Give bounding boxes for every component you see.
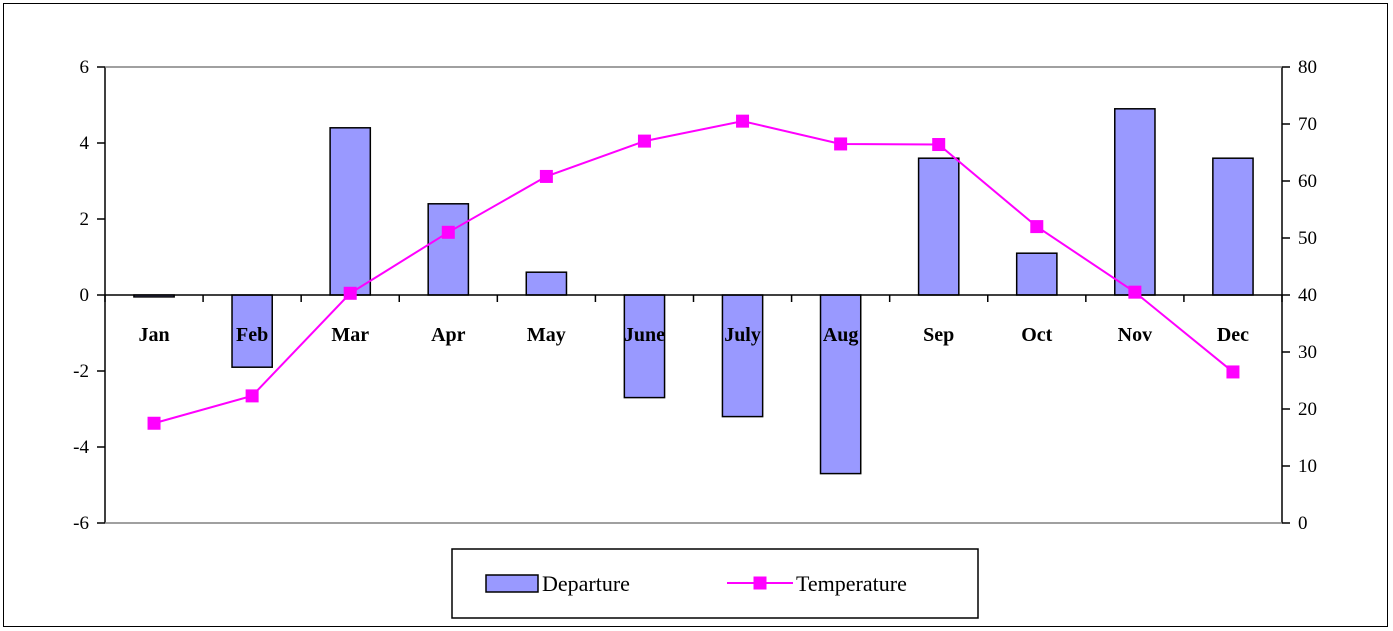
temperature-marker <box>1128 285 1142 299</box>
legend-swatch-temperature-marker <box>753 576 767 590</box>
x-category-label: Mar <box>331 324 369 346</box>
bar-departure <box>427 203 470 296</box>
temperature-marker <box>932 138 946 152</box>
temperature-marker <box>343 286 357 300</box>
x-category-label: Apr <box>431 324 466 346</box>
x-category-label: Aug <box>823 324 859 346</box>
y-left-tick-label: -4 <box>73 437 89 458</box>
temperature-marker <box>147 416 161 430</box>
y-right-tick-label: 20 <box>1298 399 1317 420</box>
bar-departure <box>525 271 568 296</box>
temperature-marker <box>539 169 553 183</box>
y-right-tick-label: 0 <box>1298 513 1308 534</box>
bar-departure <box>1212 157 1254 296</box>
x-category-label: Nov <box>1118 324 1152 346</box>
y-left-tick-label: 6 <box>80 57 90 78</box>
legend-box <box>451 548 979 619</box>
temperature-marker <box>1030 220 1044 234</box>
y-left-tick-label: 2 <box>80 209 90 230</box>
bar-departure <box>231 294 273 368</box>
y-right-tick-label: 50 <box>1298 228 1317 249</box>
x-category-label: Oct <box>1021 324 1052 346</box>
bar-departure <box>819 294 862 475</box>
y-right-tick-label: 60 <box>1298 171 1317 192</box>
temperature-marker <box>1226 365 1240 379</box>
bar-departure <box>917 157 960 296</box>
bar-departure <box>1015 252 1058 296</box>
x-category-label: Feb <box>236 324 268 346</box>
legend: Departure Temperature <box>451 548 979 619</box>
legend-swatch-departure <box>485 574 539 593</box>
y-right-tick-label: 10 <box>1298 456 1317 477</box>
bar-departure <box>623 294 666 399</box>
bar-departure <box>721 294 764 418</box>
temperature-marker <box>245 389 259 403</box>
x-category-label: Sep <box>923 324 954 346</box>
y-right-tick-label: 80 <box>1298 57 1317 78</box>
legend-label-temperature: Temperature <box>796 571 907 596</box>
bar-departure <box>1114 108 1156 296</box>
y-right-tick-label: 40 <box>1298 285 1317 306</box>
y-right-tick-label: 30 <box>1298 342 1317 363</box>
temperature-marker <box>736 114 750 128</box>
temperature-line <box>153 120 1234 425</box>
x-category-label: Jan <box>138 324 169 346</box>
temperature-marker <box>834 137 848 151</box>
bar-departure <box>329 127 372 296</box>
x-category-label: Dec <box>1217 324 1249 346</box>
y-left-tick-label: 4 <box>80 133 90 154</box>
x-category-label: June <box>624 324 665 346</box>
x-category-label: May <box>527 324 566 346</box>
temperature-marker <box>637 134 651 148</box>
y-left-tick-label: -2 <box>73 361 89 382</box>
y-left-tick-label: 0 <box>80 285 90 306</box>
legend-label-departure: Departure <box>542 571 630 596</box>
y-right-tick-label: 70 <box>1298 114 1317 135</box>
y-left-tick-label: -6 <box>73 513 89 534</box>
temperature-marker <box>441 225 455 239</box>
x-category-label: July <box>724 324 761 346</box>
